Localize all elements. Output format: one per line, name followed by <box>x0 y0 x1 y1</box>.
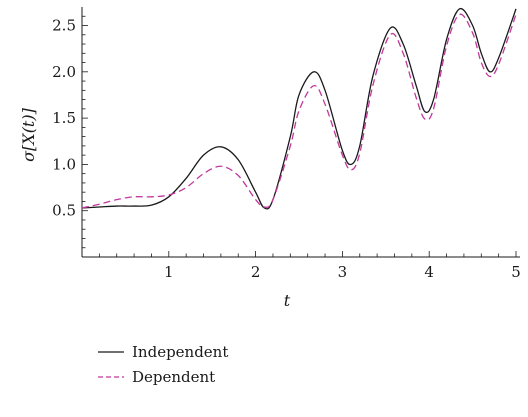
x-axis-title: t <box>284 291 291 310</box>
legend-label-independent: Independent <box>132 343 228 361</box>
x-tick-label: 4 <box>424 263 434 281</box>
y-tick-label: 2.0 <box>52 63 76 81</box>
x-tick-label: 1 <box>164 263 174 281</box>
y-tick-label: 0.5 <box>52 202 76 220</box>
y-tick-label: 1.5 <box>52 109 76 127</box>
x-tick-label: 5 <box>511 263 521 281</box>
legend: Independent Dependent <box>98 343 228 386</box>
series-line-dependent <box>81 13 517 209</box>
axes: 0.5 1.0 1.5 2.0 2.5 1 2 3 4 5 <box>52 7 521 281</box>
y-tick-label: 1.0 <box>52 155 76 173</box>
series-line-independent <box>81 7 517 210</box>
y-axis-title: σ[X(t)] <box>19 107 38 161</box>
x-tick-label: 3 <box>338 263 348 281</box>
y-tick-label: 2.5 <box>52 17 76 35</box>
legend-label-dependent: Dependent <box>132 368 215 386</box>
x-tick-label: 2 <box>251 263 261 281</box>
series-group <box>81 7 517 210</box>
labels: t σ[X(t)] <box>19 107 291 310</box>
